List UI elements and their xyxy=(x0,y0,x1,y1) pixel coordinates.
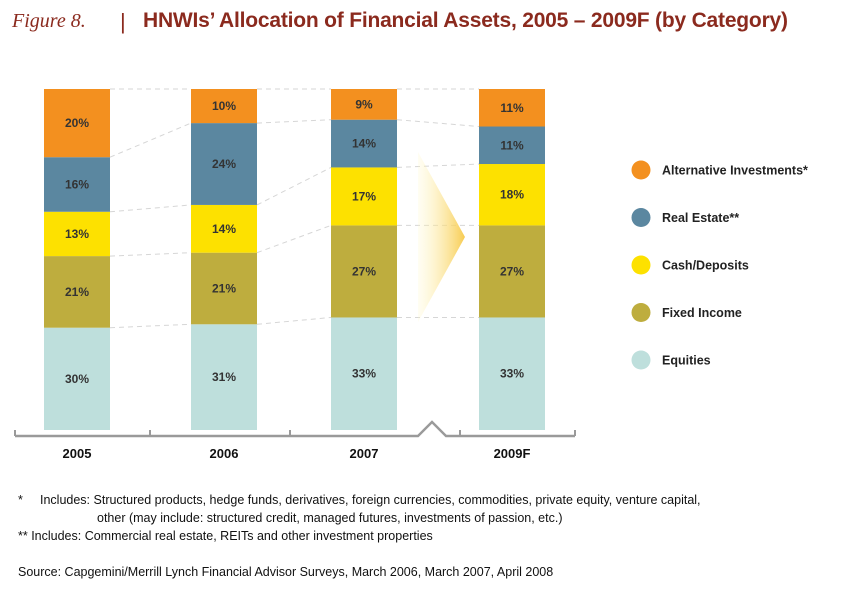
legend-swatch-alternativeinvestments xyxy=(631,160,651,180)
footnote-1: * Includes: Structured products, hedge fu… xyxy=(18,491,701,509)
data-label-2005-cashdeposits: 13% xyxy=(65,227,89,241)
data-label-2007-realestate: 14% xyxy=(352,137,376,151)
bar-segment-2005-equities xyxy=(44,327,110,430)
data-label-2009F-fixedincome: 27% xyxy=(500,264,524,278)
bar-segment-2009F-alternativeinvestments xyxy=(479,89,545,127)
bar-segment-2007-fixedincome xyxy=(331,225,397,318)
connector-line xyxy=(256,316,332,325)
data-label-2006-equities: 31% xyxy=(212,370,236,384)
data-label-2007-alternativeinvestments: 9% xyxy=(355,97,373,111)
data-label-2009F-realestate: 11% xyxy=(500,138,524,152)
connector-line xyxy=(109,252,192,257)
legend-swatch-realestate xyxy=(631,208,651,227)
footnote-1-text: Includes: Structured products, hedge fun… xyxy=(40,493,701,507)
bars-group: 30% 21% 13% 16% 20% 31% 21% 14% 24% 10% 33% 27% 17% 1… xyxy=(44,89,545,430)
footnote-1-mark: * xyxy=(18,493,23,507)
data-label-2009F-equities: 33% xyxy=(500,367,524,381)
data-label-2007-cashdeposits: 17% xyxy=(352,189,376,203)
data-label-2006-alternativeinvestments: 10% xyxy=(212,99,236,113)
connector-line xyxy=(109,122,192,158)
legend-label-realestate: Real Estate** xyxy=(662,211,739,225)
data-label-2006-cashdeposits: 14% xyxy=(212,222,236,236)
bar-segment-2007-realestate xyxy=(331,119,397,168)
x-axis-labels: 2005 2006 2007 2009F xyxy=(63,446,531,461)
legend-swatch-equities xyxy=(631,350,651,370)
bar-segment-2005-fixedincome xyxy=(44,256,110,328)
legend-label-equities: Equities xyxy=(662,354,711,368)
data-label-2009F-cashdeposits: 18% xyxy=(500,188,524,202)
bar-segment-2007-alternativeinvestments xyxy=(331,89,397,120)
bar-segment-2006-alternativeinvestments xyxy=(191,89,257,124)
bar-segment-2005-cashdeposits xyxy=(44,211,110,257)
connector-line xyxy=(109,323,192,329)
legend-label-alternativeinvestments: Alternative Investments* xyxy=(662,164,808,178)
x-axis xyxy=(14,420,576,438)
bar-segment-2006-cashdeposits xyxy=(191,204,257,253)
x-tick-label-2007: 2007 xyxy=(350,446,379,461)
figure-label: Figure 8. xyxy=(12,10,86,32)
connector-line xyxy=(256,224,332,254)
x-axis-line xyxy=(15,420,575,438)
footnote-1-continuation: other (may include: structured credit, m… xyxy=(97,511,563,525)
bar-segment-2005-realestate xyxy=(44,157,110,212)
bar-segment-2006-fixedincome xyxy=(191,252,257,325)
footnote-2: ** Includes: Commercial real estate, REI… xyxy=(18,529,433,543)
source-line: Source: Capgemini/Merrill Lynch Financia… xyxy=(18,565,554,579)
data-label-2005-alternativeinvestments: 20% xyxy=(65,116,89,130)
bar-segment-2009F-cashdeposits xyxy=(479,164,545,226)
data-label-2005-fixedincome: 21% xyxy=(65,285,89,299)
x-tick-label-2006: 2006 xyxy=(210,446,239,461)
x-tick-label-2005: 2005 xyxy=(63,446,92,461)
connector-line xyxy=(256,166,332,206)
stacked-bar-chart: 30% 21% 13% 16% 20% 31% 21% 14% 24% 10% 33% 27% 17% 1… xyxy=(14,88,808,461)
title-separator: | xyxy=(120,9,126,34)
x-tick-label-2009F: 2009F xyxy=(494,446,531,461)
chart-title: HNWIs’ Allocation of Financial Assets, 2… xyxy=(143,9,788,32)
data-label-2006-realestate: 24% xyxy=(212,157,236,171)
bar-segment-2007-cashdeposits xyxy=(331,167,397,226)
footnotes: * Includes: Structured products, hedge fu… xyxy=(18,491,701,545)
bar-segment-2005-alternativeinvestments xyxy=(44,89,110,158)
data-label-2005-realestate: 16% xyxy=(65,177,89,191)
data-label-2009F-alternativeinvestments: 11% xyxy=(500,101,524,115)
bar-segment-2009F-fixedincome xyxy=(479,225,545,318)
data-label-2007-fixedincome: 27% xyxy=(352,264,376,278)
connector-line xyxy=(109,204,192,213)
connector-line xyxy=(396,119,480,128)
legend: Alternative Investments* Real Estate** Cas… xyxy=(631,160,808,370)
bar-segment-2007-equities xyxy=(331,317,397,430)
legend-label-cashdeposits: Cash/Deposits xyxy=(662,259,749,273)
connector-line xyxy=(256,119,332,124)
data-label-2007-equities: 33% xyxy=(352,367,376,381)
legend-swatch-fixedincome xyxy=(631,303,651,322)
legend-swatch-cashdeposits xyxy=(631,255,651,275)
connector-line xyxy=(396,163,480,168)
bar-segment-2009F-realestate xyxy=(479,126,545,165)
legend-label-fixedincome: Fixed Income xyxy=(662,306,742,320)
data-label-2006-fixedincome: 21% xyxy=(212,281,236,295)
bar-segment-2006-equities xyxy=(191,324,257,430)
bar-segment-2006-realestate xyxy=(191,123,257,205)
trend-arrow-icon xyxy=(418,152,465,322)
data-label-2005-equities: 30% xyxy=(65,372,89,386)
bar-segment-2009F-equities xyxy=(479,317,545,430)
